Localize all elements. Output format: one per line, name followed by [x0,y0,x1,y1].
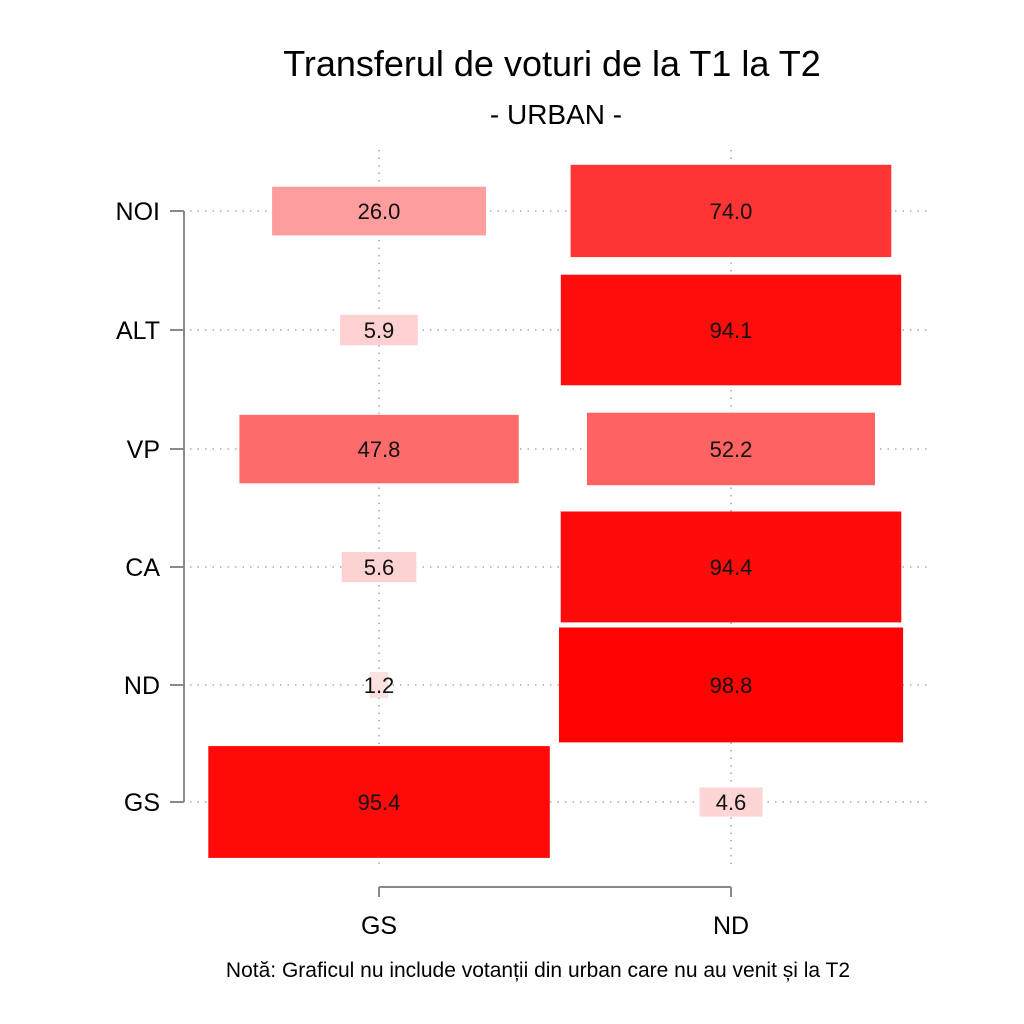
y-tick-label-nd: ND [124,672,160,700]
cell-label-nd-gs: 1.2 [364,673,395,698]
cell-alt-gs [340,314,418,346]
y-tick-label-vp: VP [127,436,160,464]
cell-gs-nd [699,787,763,817]
x-tick-label-nd: ND [713,912,749,940]
cell-nd-nd [559,627,904,743]
cell-label-alt-nd: 94.1 [710,318,753,343]
cell-label-noi-nd: 74.0 [710,199,753,224]
cell-label-gs-nd: 4.6 [716,790,747,815]
cells: 26.0 74.0 5.9 94.1 47.8 52.2 5.6 94.4 1.2 98.8 95.… [208,164,904,858]
y-tick-label-alt: ALT [116,317,160,345]
y-tick-label-noi: NOI [116,198,160,226]
cell-label-nd-nd: 98.8 [710,673,753,698]
cell-ca-gs [341,552,417,583]
cell-label-vp-nd: 52.2 [710,437,753,462]
chart-subtitle: - URBAN - [490,99,622,130]
x-tick-label-gs: GS [361,912,397,940]
cell-label-noi-gs: 26.0 [358,199,401,224]
y-tick-label-gs: GS [124,789,160,817]
cell-noi-gs [272,186,486,236]
cell-label-vp-gs: 47.8 [358,437,401,462]
y-tick-label-ca: CA [125,554,160,582]
cell-label-alt-gs: 5.9 [364,318,395,343]
cell-label-ca-nd: 94.4 [710,555,753,580]
cell-vp-gs [239,414,519,484]
chart-title: Transferul de voturi de la T1 la T2 [283,43,821,84]
cell-vp-nd [586,412,875,486]
cell-nd-gs [369,672,389,699]
cell-label-ca-gs: 5.6 [364,555,395,580]
axes: NOI ALT VP CA ND GS GS ND [116,198,750,940]
cell-alt-nd [560,274,902,386]
cell-noi-nd [570,164,892,258]
chart-note: Notă: Graficul nu include votanții din u… [226,959,850,982]
cell-ca-nd [560,511,902,623]
cell-gs-gs [208,746,550,858]
cell-label-gs-gs: 95.4 [358,790,401,815]
